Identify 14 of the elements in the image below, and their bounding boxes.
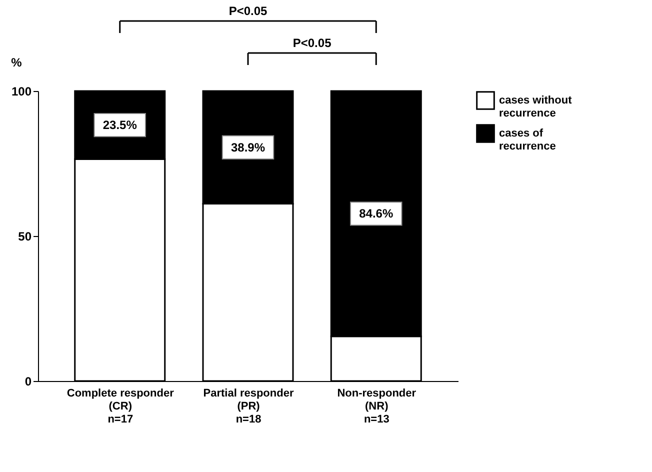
y-tick-label: 50 [18,230,32,244]
x-tick-label: Complete responder (CR) n=17 [66,388,175,426]
x-tick-label: Partial responder (PR) n=18 [203,388,294,426]
text: P<0.05 [228,4,268,18]
x-tick-label: Non-responder (NR) n=13 [337,388,417,426]
data-label: 23.5% [102,118,138,132]
data-label: 84.6% [359,206,394,221]
y-tick-label: 100 [11,84,32,98]
y-axis-title: % [11,56,22,70]
data-label: 38.9% [230,140,266,154]
y-tick-label: 0 [24,374,32,388]
legend-label: cases of recurrence [499,128,556,152]
legend-label: cases without recurrence [499,94,572,120]
text: P<0.05 [292,36,332,50]
